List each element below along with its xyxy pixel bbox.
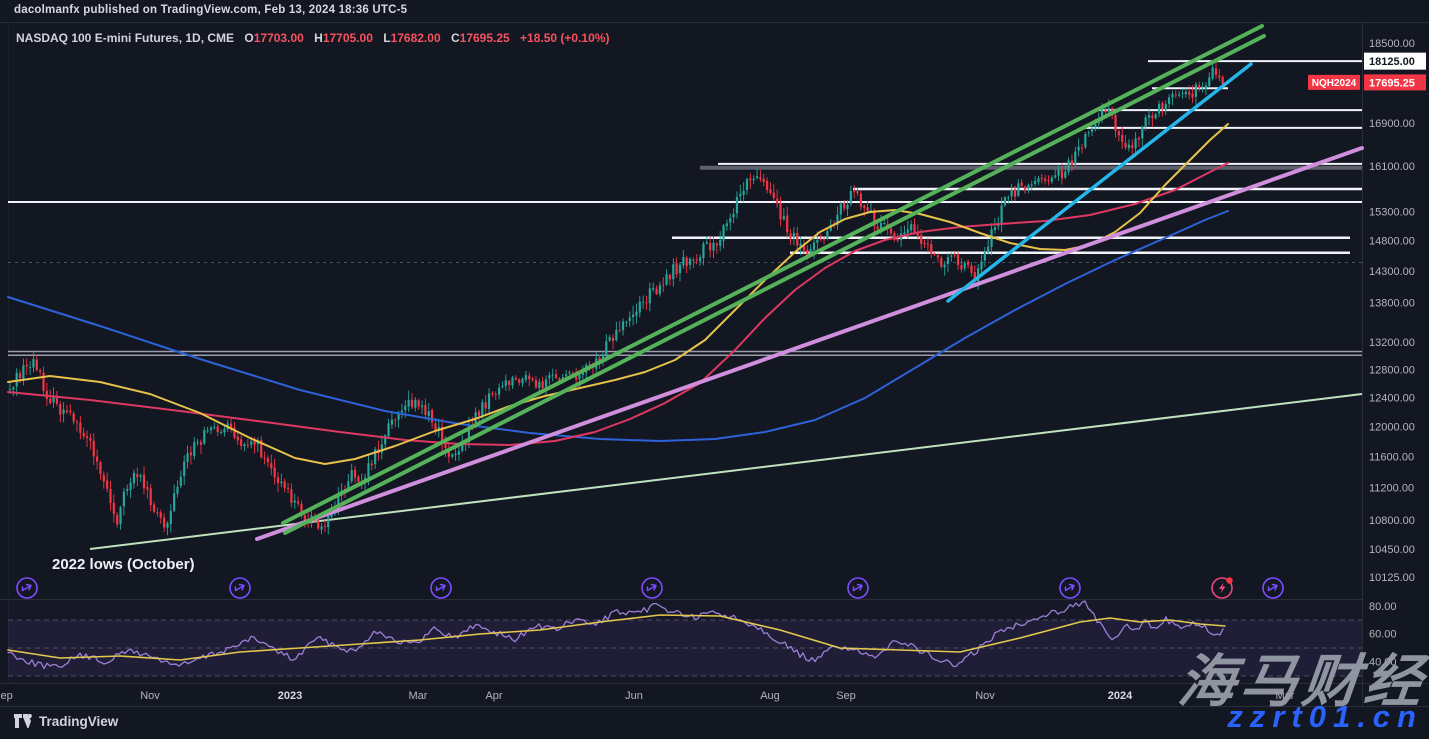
svg-text:10125.00: 10125.00 xyxy=(1369,572,1415,584)
trendlines[interactable] xyxy=(255,24,1364,541)
svg-text:11600.00: 11600.00 xyxy=(1369,452,1414,464)
symbol-legend[interactable]: NASDAQ 100 E-mini Futures, 1D, CME O1770… xyxy=(16,31,609,45)
svg-text:Sep: Sep xyxy=(0,690,13,702)
svg-text:Mar: Mar xyxy=(409,690,428,702)
svg-text:60.00: 60.00 xyxy=(1369,629,1397,641)
timeline-mark-icon[interactable] xyxy=(16,577,38,599)
svg-text:Aug: Aug xyxy=(760,690,780,702)
svg-text:Mar: Mar xyxy=(1276,690,1295,702)
symbol-title: NASDAQ 100 E-mini Futures, 1D, CME xyxy=(16,31,235,45)
channel-upper[interactable] xyxy=(281,24,1264,525)
timeline-mark-icon[interactable] xyxy=(430,577,452,599)
timeline-mark-icon[interactable] xyxy=(641,577,663,599)
timeline-mark-icon[interactable] xyxy=(1059,577,1081,599)
svg-text:NQH2024: NQH2024 xyxy=(1312,78,1357,89)
price-label-high: 18125.00 xyxy=(1364,52,1426,70)
ohlc-close-label: C xyxy=(450,31,460,45)
svg-text:Apr: Apr xyxy=(485,690,502,702)
svg-text:10450.00: 10450.00 xyxy=(1369,544,1415,556)
svg-text:14800.00: 14800.00 xyxy=(1369,236,1415,248)
notification-dot xyxy=(1226,577,1233,584)
svg-text:15300.00: 15300.00 xyxy=(1369,206,1415,218)
svg-text:Sep: Sep xyxy=(836,690,856,702)
svg-text:13200.00: 13200.00 xyxy=(1369,337,1415,349)
ohlc-open-label: O xyxy=(244,31,254,45)
svg-text:10800.00: 10800.00 xyxy=(1369,515,1415,527)
ma-crimson xyxy=(7,162,1229,446)
svg-text:12400.00: 12400.00 xyxy=(1369,392,1415,404)
svg-text:2024: 2024 xyxy=(1108,690,1133,702)
time-axis[interactable]: Sep Nov 2023 Mar Apr Jun Aug Sep Nov 2024 Mar xyxy=(0,690,1295,702)
svg-text:Jun: Jun xyxy=(625,690,643,702)
pane-borders xyxy=(0,22,1429,707)
footer-bar: TradingView xyxy=(14,713,118,729)
ohlc-open-value: 17703.00 xyxy=(253,31,304,45)
svg-text:12000.00: 12000.00 xyxy=(1369,421,1415,433)
price-axis[interactable]: 18500.00 16900.00 16100.00 15300.00 14800.00… xyxy=(1308,38,1426,669)
ohlc-low-label: L xyxy=(383,31,391,45)
ohlc-close-value: 17695.25 xyxy=(459,31,510,45)
tradingview-brand[interactable]: TradingView xyxy=(39,713,119,729)
svg-text:14300.00: 14300.00 xyxy=(1369,266,1415,278)
svg-text:40.00: 40.00 xyxy=(1369,657,1397,669)
svg-text:16100.00: 16100.00 xyxy=(1369,161,1415,173)
ohlc-low-value: 17682.00 xyxy=(390,31,441,45)
svg-text:Nov: Nov xyxy=(975,690,995,702)
svg-text:16900.00: 16900.00 xyxy=(1369,118,1415,130)
chart-annotation-2022-lows[interactable]: 2022 lows (October) xyxy=(52,556,195,573)
channel-lower[interactable] xyxy=(283,34,1266,535)
svg-text:80.00: 80.00 xyxy=(1369,601,1397,613)
candles xyxy=(8,59,1224,536)
timeline-mark-icon[interactable] xyxy=(847,577,869,599)
trendline-light-green xyxy=(89,393,1363,550)
rsi-ma-line xyxy=(7,614,1226,661)
trendline-back[interactable] xyxy=(89,393,1363,550)
publish-header: dacolmanfx published on TradingView.com,… xyxy=(14,4,408,16)
trendline-cyan[interactable] xyxy=(946,62,1253,303)
watermark-url: zzrt01.cn xyxy=(1227,699,1423,734)
ma-blue xyxy=(7,210,1229,442)
svg-text:12800.00: 12800.00 xyxy=(1369,364,1415,376)
timeline-mark-icon[interactable] xyxy=(1262,577,1284,599)
timeline-marks[interactable] xyxy=(16,577,1284,599)
svg-text:13800.00: 13800.00 xyxy=(1369,298,1415,310)
idea-flash-icon[interactable] xyxy=(1211,577,1233,599)
ohlc-high-value: 17705.00 xyxy=(322,31,373,45)
rsi-line xyxy=(7,600,1224,670)
svg-text:18500.00: 18500.00 xyxy=(1369,38,1415,50)
svg-text:11200.00: 11200.00 xyxy=(1369,483,1414,495)
svg-text:2023: 2023 xyxy=(278,690,302,702)
svg-text:Nov: Nov xyxy=(140,690,160,702)
svg-text:17695.25: 17695.25 xyxy=(1369,77,1415,89)
svg-text:18125.00: 18125.00 xyxy=(1369,56,1415,68)
rsi-pane[interactable] xyxy=(7,600,1362,683)
change-value: +18.50 (+0.10%) xyxy=(520,31,610,45)
contract-tag: NQH2024 xyxy=(1308,74,1360,90)
timeline-mark-icon[interactable] xyxy=(229,577,251,599)
trendline-violet[interactable] xyxy=(255,146,1364,541)
tradingview-logo-icon[interactable] xyxy=(14,713,33,729)
price-label-last: 17695.25 xyxy=(1364,74,1426,91)
ohlc-high-label: H xyxy=(314,31,323,45)
